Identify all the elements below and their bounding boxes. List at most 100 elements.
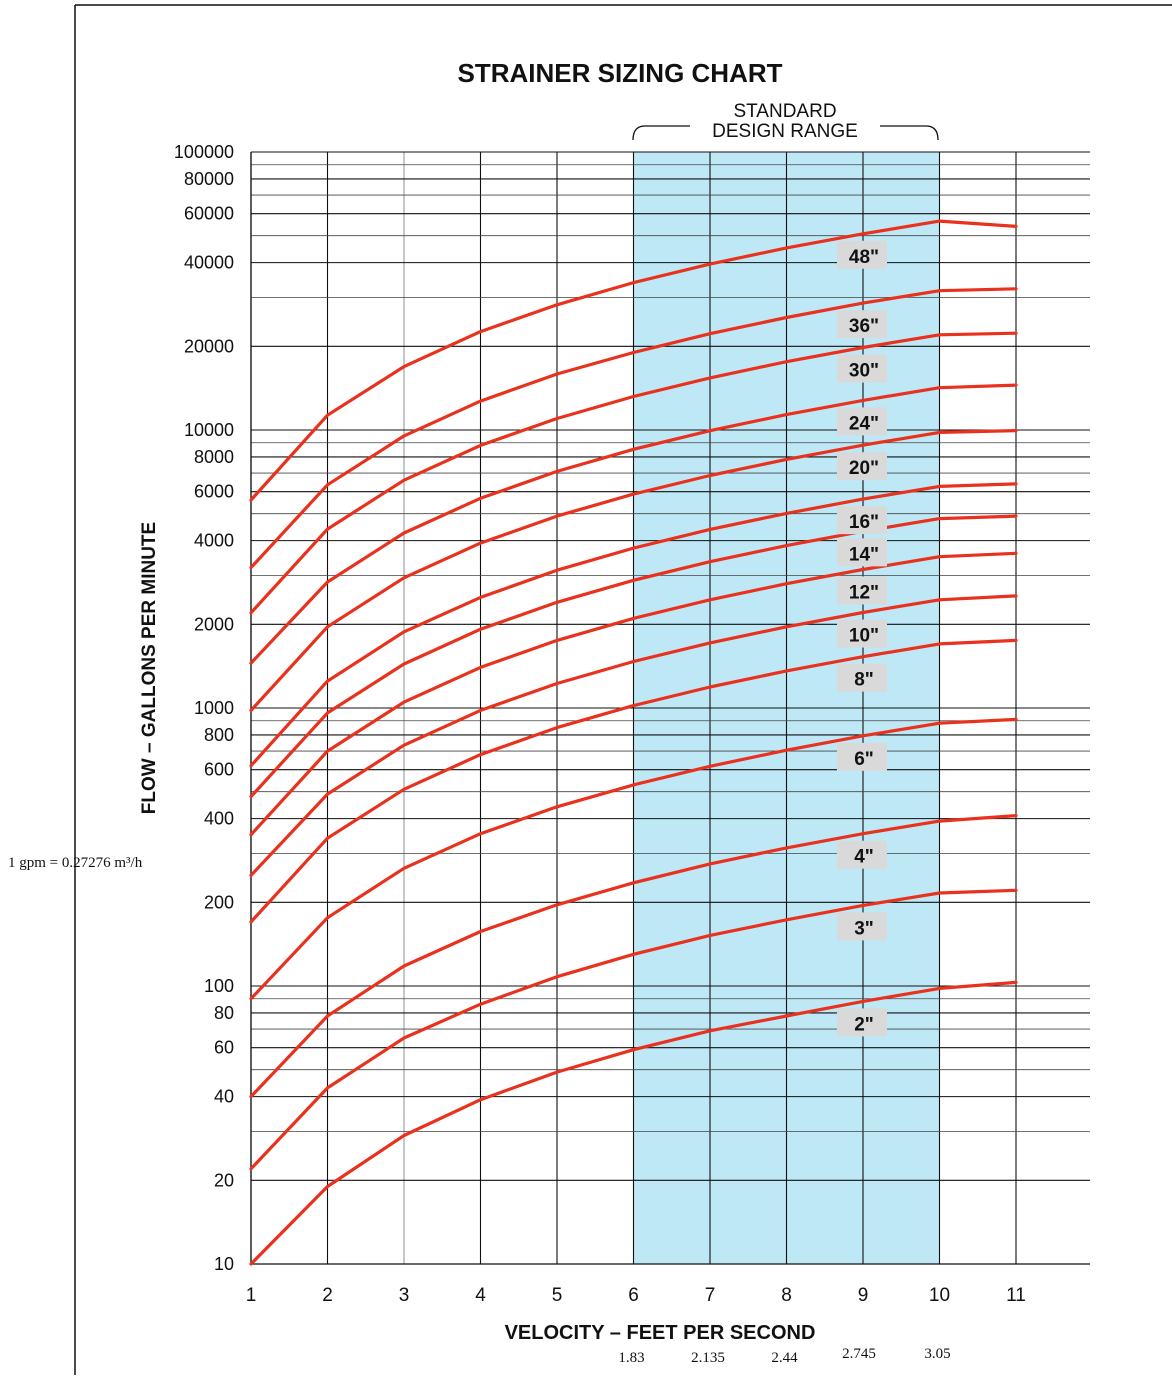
x-tick-label-10: 10 [929,1285,950,1306]
axis-ticks: 1 2 3 4 5 6 7 8 9 10 11 10 20 40 60 80 100 200 400 600 800 10… [174,142,1026,1306]
series-line-4 [249,638,1018,924]
x-tick-label-3: 3 [399,1285,410,1306]
series-line-13 [249,219,1018,502]
series-label-12: 36" [837,310,887,339]
series-label-8: 16" [837,506,887,535]
series-label-box-3 [837,742,887,771]
series-label-2: 4" [837,840,887,869]
y-tick-label-40000: 40000 [184,253,234,273]
y-tick-label-60: 60 [214,1038,234,1058]
series-label-box-6 [837,576,887,605]
series-line-11 [249,331,1018,615]
series-label-box-7 [837,538,887,567]
series-label-text-10: 24" [849,413,879,434]
conversion-note-text: 1 gpm = 0.27276 m³/h [8,855,143,871]
series-label-text-9: 20" [849,458,879,479]
series-label-10: 24" [837,407,887,436]
series-label-text-7: 14" [849,544,879,565]
series-label-box-4 [837,663,887,692]
secondary-x-label-2: 2.44 [771,1350,798,1366]
series-label-13: 48" [837,240,887,269]
y-tick-label-40: 40 [214,1087,234,1107]
band-bracket-right [880,125,939,141]
y-tick-label-100000: 100000 [174,142,234,162]
series-label-text-5: 10" [849,626,879,647]
series-line-8 [249,482,1018,768]
series-label-box-8 [837,506,887,535]
y-tick-label-800: 800 [204,725,234,745]
y-tick-label-1000: 1000 [194,698,234,718]
series-label-text-4: 8" [854,670,874,691]
series-label-7: 14" [837,538,887,567]
x-axis-label: VELOCITY – FEET PER SECOND [505,1322,816,1344]
series-line-1 [249,888,1018,1171]
secondary-x-label-1: 2.135 [691,1350,725,1366]
x-tick-label-6: 6 [628,1285,639,1306]
series-line-5 [249,594,1018,877]
series-label-text-0: 2" [854,1014,874,1035]
y-tick-label-100: 100 [204,976,234,996]
conversion-note: 1 gpm = 0.27276 m³/h [8,855,142,872]
series-line-0 [249,980,1018,1266]
x-tick-label-2: 2 [322,1285,333,1306]
y-tick-label-10: 10 [214,1254,234,1274]
series-lines: 2" 3" 4" 6" 8" 10" 12" 14" 16" 20" 24" 30" 36" 48" [249,219,1018,1266]
series-label-9: 20" [837,452,887,481]
series-label-text-2: 4" [854,847,874,868]
series-label-box-1 [837,912,887,941]
y-tick-label-400: 400 [204,809,234,829]
series-label-11: 30" [837,354,887,383]
series-label-text-13: 48" [849,247,879,268]
chart-title: STRAINER SIZING CHART [458,58,783,88]
series-label-box-5 [837,619,887,648]
y-tick-label-600: 600 [204,760,234,780]
y-tick-label-20000: 20000 [184,336,234,356]
series-line-9 [249,429,1018,712]
secondary-x-label-4: 3.05 [924,1346,950,1362]
y-tick-label-6000: 6000 [194,482,234,502]
series-label-box-12 [837,310,887,339]
y-tick-label-200: 200 [204,892,234,912]
series-line-7 [249,514,1018,799]
series-label-box-0 [837,1008,887,1037]
y-tick-label-4000: 4000 [194,531,234,551]
y-tick-label-8000: 8000 [194,447,234,467]
series-line-10 [249,383,1018,665]
x-tick-label-4: 4 [475,1285,486,1306]
x-tick-label-7: 7 [705,1285,716,1306]
y-tick-label-20: 20 [214,1170,234,1190]
y-tick-label-80: 80 [214,1003,234,1023]
series-line-2 [249,814,1018,1099]
series-line-12 [249,287,1018,570]
series-label-text-8: 16" [849,512,879,533]
series-label-text-3: 6" [854,749,874,770]
x-tick-label-11: 11 [1006,1285,1026,1306]
series-label-box-13 [837,240,887,269]
grid [250,151,1090,1265]
x-tick-label-8: 8 [781,1285,792,1306]
band-label-line2: DESIGN RANGE [712,121,858,142]
series-label-6: 12" [837,576,887,605]
x-tick-label-9: 9 [858,1285,869,1306]
series-label-box-10 [837,407,887,436]
series-label-text-11: 30" [849,361,879,382]
series-label-5: 10" [837,619,887,648]
y-tick-label-80000: 80000 [184,169,234,189]
series-label-text-6: 12" [849,582,879,603]
series-label-0: 2" [837,1008,887,1037]
series-label-box-2 [837,840,887,869]
secondary-x-label-0: 1.83 [618,1350,644,1366]
secondary-x-label-3: 2.745 [842,1346,876,1362]
y-tick-label-2000: 2000 [194,614,234,634]
y-axis-label: FLOW – GALLONS PER MINUTE [139,522,160,814]
series-label-3: 6" [837,742,887,771]
x-tick-label-1: 1 [246,1285,257,1306]
secondary-x-labels: 1.83 2.135 2.44 2.745 3.05 [618,1346,950,1366]
series-label-box-9 [837,452,887,481]
band-bracket-left [632,125,690,141]
band-label-line1: STANDARD [733,101,836,122]
series-label-1: 3" [837,912,887,941]
y-tick-label-10000: 10000 [184,420,234,440]
series-line-6 [249,551,1018,837]
